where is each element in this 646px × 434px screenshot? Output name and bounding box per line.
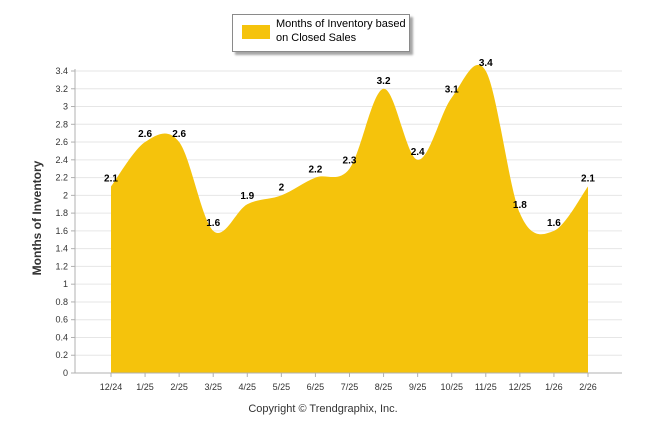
x-tick-label: 1/26 (545, 382, 563, 392)
data-label: 1.9 (240, 191, 254, 202)
x-tick-label: 2/26 (579, 382, 597, 392)
y-tick-label: 2.4 (55, 155, 68, 165)
y-tick-label: 1.6 (55, 226, 68, 236)
y-tick-label: 2.6 (55, 137, 68, 147)
y-tick-label: 1 (63, 279, 68, 289)
data-label: 2 (279, 182, 285, 193)
data-label: 1.8 (513, 200, 527, 211)
x-tick-label: 2/25 (170, 382, 188, 392)
y-tick-label: 0.4 (55, 332, 68, 342)
y-axis-title: Months of Inventory (30, 160, 44, 276)
x-tick-label: 1/25 (136, 382, 154, 392)
data-label: 3.4 (479, 58, 493, 69)
area-fill (111, 64, 588, 374)
x-tick-label: 11/25 (475, 382, 497, 392)
data-label: 2.4 (411, 147, 425, 158)
data-labels: 2.1 2.6 2.6 1.6 1.9 2 2.2 2.3 3.2 2.4 3.1 3.4 1.8 1.6… (104, 58, 595, 229)
x-tick-label: 12/24 (100, 382, 123, 392)
y-tick-label: 0.2 (55, 350, 68, 360)
y-tick-label: 1.4 (55, 244, 68, 254)
x-tick-label: 9/25 (409, 382, 427, 392)
legend-swatch (242, 25, 270, 39)
x-tick-label: 10/25 (440, 382, 463, 392)
x-tick-label: 7/25 (341, 382, 359, 392)
data-label: 2.6 (138, 129, 152, 140)
data-label: 1.6 (547, 218, 561, 229)
x-tick-label: 3/25 (204, 382, 222, 392)
x-tick-label: 4/25 (239, 382, 257, 392)
y-tick-label: 3.2 (55, 84, 68, 94)
data-label: 2.3 (343, 156, 357, 167)
copyright-text: Copyright © Trendgraphix, Inc. (248, 403, 398, 415)
y-tick-label: 2 (63, 190, 68, 200)
legend-label: Months of Inventory based on Closed Sale… (276, 18, 406, 44)
y-tick-label: 1.8 (55, 208, 68, 218)
data-label: 3.1 (445, 85, 459, 96)
y-tick-label: 1.2 (55, 261, 68, 271)
data-label: 1.6 (206, 218, 220, 229)
y-tick-label: 3.4 (55, 66, 68, 76)
area-series (111, 64, 588, 374)
x-tick-label: 12/25 (509, 382, 532, 392)
data-label: 2.2 (308, 165, 322, 176)
legend: Months of Inventory based on Closed Sale… (232, 14, 410, 52)
data-label: 3.2 (377, 76, 391, 87)
y-tick-label: 0.8 (55, 297, 68, 307)
y-tick-label: 0 (63, 368, 68, 378)
data-label: 2.1 (581, 173, 595, 184)
y-tick-label: 2.8 (55, 119, 68, 129)
y-tick-label: 0.6 (55, 315, 68, 325)
data-label: 2.1 (104, 173, 118, 184)
y-tick-label: 2.2 (55, 173, 68, 183)
axes: 0 0.2 0.4 0.6 0.8 1 1.2 1.4 1.6 1.8 2 2.2 2.4 2.6 2.8 3… (55, 66, 622, 392)
x-tick-label: 5/25 (273, 382, 291, 392)
y-tick-label: 3 (63, 102, 68, 112)
data-label: 2.6 (172, 129, 186, 140)
x-tick-label: 8/25 (375, 382, 393, 392)
x-tick-label: 6/25 (307, 382, 325, 392)
